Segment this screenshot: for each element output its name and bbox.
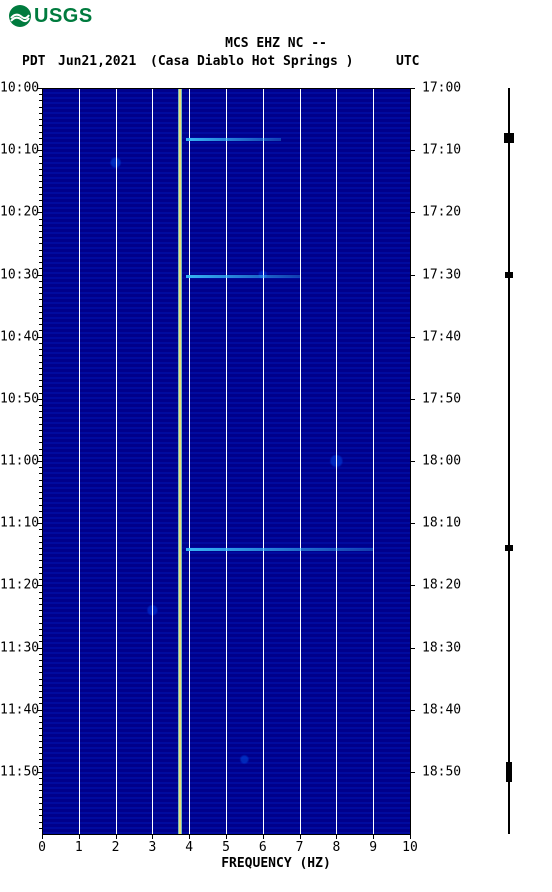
spectrogram-canvas [42,88,410,834]
x-tick: 4 [185,840,193,855]
usgs-logo-mark [8,4,32,28]
channel-title: MCS EHZ NC -- [0,36,552,51]
x-tick: 1 [75,840,83,855]
spectrogram-plot [42,88,410,834]
spectral-event [186,548,374,551]
x-tick: 0 [38,840,46,855]
station-label: (Casa Diablo Hot Springs ) [150,54,354,69]
gridline [79,88,80,834]
axis-border-top [42,88,410,89]
y-tick-right: 18:40 [416,702,461,717]
gridline [263,88,264,834]
y-tick-right: 18:10 [416,516,461,531]
gridline [226,88,227,834]
seismogram-event [505,272,513,278]
y-tick-right: 17:00 [416,81,461,96]
axis-border-left [42,88,43,834]
y-tick-left: 11:40 [0,702,42,717]
x-tick: 8 [332,840,340,855]
y-tick-right: 17:40 [416,329,461,344]
gridline [373,88,374,834]
x-tick: 6 [259,840,267,855]
y-tick-left: 11:30 [0,640,42,655]
x-tick: 7 [296,840,304,855]
tz-right-label: UTC [396,54,419,69]
x-tick: 10 [402,840,418,855]
y-tick-left: 10:00 [0,81,42,96]
x-tick: 2 [112,840,120,855]
y-tick-left: 11:00 [0,454,42,469]
seismogram-event [506,762,512,782]
y-tick-right: 18:20 [416,578,461,593]
y-tick-left: 10:50 [0,391,42,406]
x-axis-label: FREQUENCY (HZ) [0,856,552,871]
y-tick-right: 17:50 [416,391,461,406]
y-tick-left: 10:30 [0,267,42,282]
spectral-line [178,88,182,834]
y-tick-left: 11:10 [0,516,42,531]
y-tick-right: 17:20 [416,205,461,220]
y-tick-right: 18:30 [416,640,461,655]
y-tick-left: 10:10 [0,143,42,158]
axis-border-right [410,88,411,834]
y-tick-left: 11:20 [0,578,42,593]
spectral-event [186,138,282,141]
y-tick-left: 10:40 [0,329,42,344]
gridline [116,88,117,834]
axis-border-bottom [42,834,410,835]
gridline [189,88,190,834]
seismogram-event [505,545,513,551]
seismogram-event [504,133,514,143]
usgs-logo: USGS [8,4,93,28]
y-tick-left: 10:20 [0,205,42,220]
x-tickmark [410,834,411,839]
gridline [300,88,301,834]
x-tick: 5 [222,840,230,855]
gridline [336,88,337,834]
y-tick-right: 17:30 [416,267,461,282]
y-tick-right: 17:10 [416,143,461,158]
seismogram-trace [508,88,510,834]
x-tick: 3 [148,840,156,855]
y-tick-right: 18:00 [416,454,461,469]
tz-left-label: PDT [22,54,45,69]
y-tick-left: 11:50 [0,764,42,779]
spectral-event [186,275,300,278]
gridline [152,88,153,834]
x-tick: 9 [369,840,377,855]
usgs-logo-text: USGS [34,5,93,28]
date-label: Jun21,2021 [58,54,136,69]
y-tick-right: 18:50 [416,764,461,779]
